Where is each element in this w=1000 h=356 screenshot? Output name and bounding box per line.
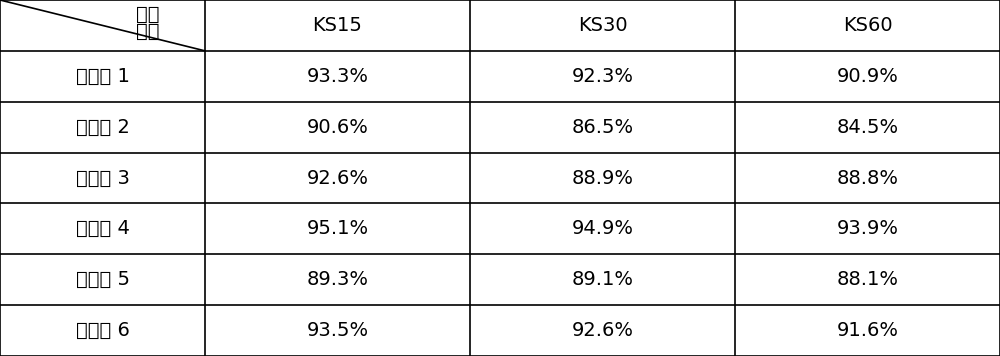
Text: 88.1%: 88.1% xyxy=(836,270,898,289)
Text: 92.3%: 92.3% xyxy=(572,67,634,86)
Text: 89.1%: 89.1% xyxy=(572,270,634,289)
Text: 84.5%: 84.5% xyxy=(836,117,899,137)
Text: 实施例 5: 实施例 5 xyxy=(76,270,130,289)
Text: 实施例 4: 实施例 4 xyxy=(76,219,129,239)
Text: 90.6%: 90.6% xyxy=(307,117,368,137)
Text: KS60: KS60 xyxy=(843,16,892,35)
Text: 88.9%: 88.9% xyxy=(572,168,634,188)
Text: 93.9%: 93.9% xyxy=(836,219,898,239)
Text: 92.6%: 92.6% xyxy=(572,321,634,340)
Text: 等级: 等级 xyxy=(136,5,159,24)
Text: 实施例 1: 实施例 1 xyxy=(76,67,129,86)
Text: 组别: 组别 xyxy=(136,22,159,41)
Text: 实施例 3: 实施例 3 xyxy=(76,168,129,188)
Text: 93.3%: 93.3% xyxy=(306,67,368,86)
Text: 94.9%: 94.9% xyxy=(572,219,634,239)
Text: KS30: KS30 xyxy=(578,16,627,35)
Text: 实施例 2: 实施例 2 xyxy=(76,117,129,137)
Text: 95.1%: 95.1% xyxy=(306,219,369,239)
Text: 89.3%: 89.3% xyxy=(306,270,368,289)
Text: 91.6%: 91.6% xyxy=(836,321,898,340)
Text: 92.6%: 92.6% xyxy=(306,168,368,188)
Text: 86.5%: 86.5% xyxy=(571,117,634,137)
Text: 实施例 6: 实施例 6 xyxy=(76,321,129,340)
Text: KS15: KS15 xyxy=(313,16,362,35)
Text: 90.9%: 90.9% xyxy=(837,67,898,86)
Text: 88.8%: 88.8% xyxy=(836,168,898,188)
Text: 93.5%: 93.5% xyxy=(306,321,369,340)
